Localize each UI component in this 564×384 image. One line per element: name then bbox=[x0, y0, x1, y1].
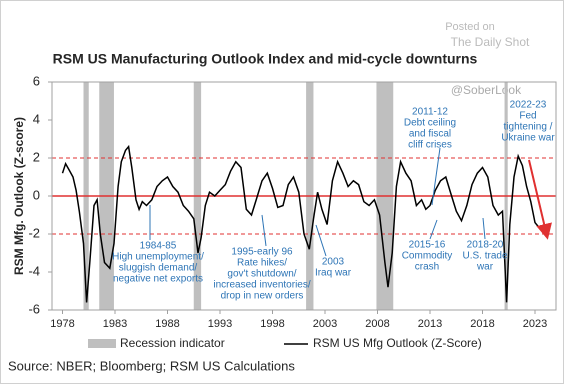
annotation-leader bbox=[431, 147, 441, 206]
annotation-leader bbox=[315, 224, 327, 257]
annotation: cliff crises bbox=[408, 140, 452, 151]
annotation: 2015-16 bbox=[409, 240, 446, 251]
annotation: Rate hikes/ bbox=[237, 258, 287, 269]
annotation: gov't shutdown/ bbox=[227, 269, 296, 280]
x-tick-label: 2018 bbox=[470, 318, 494, 330]
y-axis-label: RSM Mfg. Outlook (Z-score) bbox=[12, 117, 26, 275]
annotation: Commodity bbox=[402, 251, 453, 262]
x-tick-label: 1993 bbox=[208, 318, 232, 330]
annotation: tightening / bbox=[504, 122, 553, 133]
legend-label: Recession indicator bbox=[120, 336, 225, 350]
annotation: High unemployment/ bbox=[112, 252, 204, 263]
x-tick-label: 1978 bbox=[50, 318, 74, 330]
y-tick-label: -2 bbox=[28, 225, 40, 240]
annotation-leader bbox=[482, 217, 486, 240]
x-tick-label: 1983 bbox=[103, 318, 127, 330]
annotation: Debt ceiling bbox=[404, 118, 456, 129]
x-tick-label: 1988 bbox=[155, 318, 179, 330]
annotation: Ukraine war bbox=[501, 133, 555, 144]
annotation: sluggish demand/ bbox=[119, 263, 198, 274]
legend-label: RSM US Mfg Outlook (Z-Score) bbox=[313, 336, 482, 350]
watermark: @SoberLook bbox=[451, 83, 522, 97]
x-tick-label: 2003 bbox=[313, 318, 337, 330]
annotation: U.S. trade bbox=[462, 251, 507, 262]
y-tick-label: 2 bbox=[33, 149, 40, 164]
series-line bbox=[61, 144, 539, 303]
annotation: 2011-12 bbox=[412, 107, 448, 118]
y-tick-label: -4 bbox=[28, 263, 40, 278]
annotation: negative net exports bbox=[113, 274, 203, 285]
annotation: 1995-early 96 bbox=[231, 247, 293, 258]
annotation: Fed bbox=[519, 111, 536, 122]
annotation: 1984-85 bbox=[140, 241, 177, 252]
annotation: 2022-23 bbox=[510, 100, 547, 111]
annotation: drop in new orders bbox=[221, 291, 304, 302]
y-tick-label: 4 bbox=[33, 111, 40, 126]
annotation: Iraq war bbox=[315, 268, 352, 279]
trend-arrow bbox=[528, 159, 552, 240]
annotation-leader bbox=[261, 214, 267, 247]
y-tick-label: 0 bbox=[33, 187, 40, 202]
legend-swatch bbox=[88, 339, 116, 348]
watermark: The Daily Shot bbox=[451, 35, 530, 49]
x-tick-label: 2013 bbox=[418, 318, 442, 330]
watermark: Posted on bbox=[445, 21, 495, 33]
annotation: increased inventories/ bbox=[213, 280, 310, 291]
x-tick-label: 2023 bbox=[523, 318, 547, 330]
annotation: war bbox=[476, 262, 494, 273]
chart-title: RSM US Manufacturing Outlook Index and m… bbox=[53, 51, 478, 67]
annotation: and fiscal bbox=[409, 129, 451, 140]
annotation: 2003 bbox=[322, 257, 345, 268]
x-tick-label: 2008 bbox=[365, 318, 389, 330]
y-tick-label: -6 bbox=[28, 301, 40, 316]
annotation-leader bbox=[429, 219, 438, 240]
source: Source: NBER; Bloomberg; RSM US Calculat… bbox=[8, 358, 295, 373]
x-tick-label: 1998 bbox=[260, 318, 284, 330]
annotation: 2018-20 bbox=[467, 240, 504, 251]
y-tick-label: 6 bbox=[33, 73, 40, 88]
annotation: crash bbox=[415, 262, 439, 273]
